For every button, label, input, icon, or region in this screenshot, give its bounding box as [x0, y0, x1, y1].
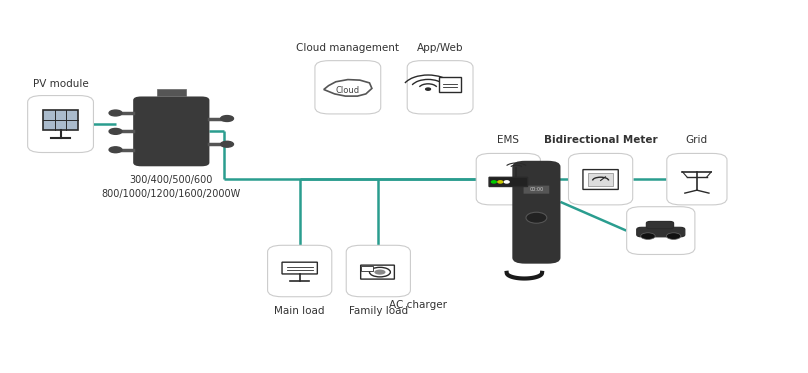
FancyBboxPatch shape — [489, 177, 528, 186]
Circle shape — [221, 116, 234, 122]
FancyBboxPatch shape — [512, 161, 561, 264]
FancyBboxPatch shape — [133, 97, 209, 166]
FancyBboxPatch shape — [360, 266, 372, 271]
Text: EMS: EMS — [497, 135, 520, 145]
FancyBboxPatch shape — [315, 61, 381, 114]
FancyBboxPatch shape — [282, 262, 318, 274]
FancyBboxPatch shape — [569, 153, 633, 205]
Text: Cloud management: Cloud management — [297, 43, 399, 53]
FancyBboxPatch shape — [627, 207, 695, 254]
Circle shape — [667, 233, 681, 239]
Text: 00:00: 00:00 — [529, 187, 544, 192]
Circle shape — [374, 270, 385, 275]
Circle shape — [426, 88, 431, 90]
FancyBboxPatch shape — [667, 153, 727, 205]
Text: Cloud: Cloud — [336, 87, 360, 95]
FancyBboxPatch shape — [583, 170, 618, 189]
Text: Family load: Family load — [349, 306, 408, 316]
FancyBboxPatch shape — [407, 61, 473, 114]
FancyBboxPatch shape — [476, 153, 541, 205]
Text: 300/400/500/600
800/1000/1200/1600/2000W: 300/400/500/600 800/1000/1200/1600/2000W — [102, 175, 241, 200]
Polygon shape — [324, 79, 372, 96]
Text: PV module: PV module — [32, 79, 88, 89]
FancyBboxPatch shape — [267, 245, 332, 297]
FancyBboxPatch shape — [524, 186, 549, 194]
Text: Bidirectional Meter: Bidirectional Meter — [544, 135, 658, 145]
Ellipse shape — [526, 212, 547, 223]
Text: Main load: Main load — [275, 306, 325, 316]
FancyBboxPatch shape — [346, 245, 410, 297]
FancyBboxPatch shape — [43, 110, 78, 129]
Circle shape — [109, 128, 122, 134]
FancyBboxPatch shape — [157, 89, 186, 97]
FancyBboxPatch shape — [646, 222, 674, 229]
Circle shape — [109, 110, 122, 116]
FancyBboxPatch shape — [637, 227, 685, 237]
FancyBboxPatch shape — [587, 173, 613, 186]
Circle shape — [369, 267, 390, 277]
Circle shape — [498, 181, 503, 183]
Text: App/Web: App/Web — [417, 43, 463, 53]
FancyBboxPatch shape — [27, 95, 94, 153]
Circle shape — [491, 181, 496, 183]
Circle shape — [109, 147, 122, 153]
FancyBboxPatch shape — [360, 265, 394, 279]
Circle shape — [641, 233, 655, 239]
FancyBboxPatch shape — [439, 77, 461, 92]
Text: Grid: Grid — [686, 135, 708, 145]
Circle shape — [504, 181, 509, 183]
Circle shape — [221, 141, 234, 147]
Text: AC charger: AC charger — [389, 300, 447, 310]
